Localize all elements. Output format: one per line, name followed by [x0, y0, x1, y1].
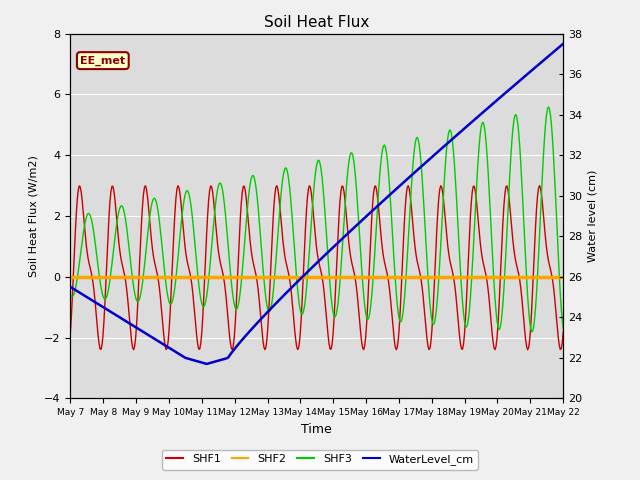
X-axis label: Time: Time: [301, 423, 332, 436]
Y-axis label: Soil Heat Flux (W/m2): Soil Heat Flux (W/m2): [29, 155, 38, 277]
Legend: SHF1, SHF2, SHF3, WaterLevel_cm: SHF1, SHF2, SHF3, WaterLevel_cm: [162, 450, 478, 469]
Title: Soil Heat Flux: Soil Heat Flux: [264, 15, 369, 30]
Y-axis label: Water level (cm): Water level (cm): [588, 170, 598, 262]
Text: EE_met: EE_met: [80, 56, 125, 66]
